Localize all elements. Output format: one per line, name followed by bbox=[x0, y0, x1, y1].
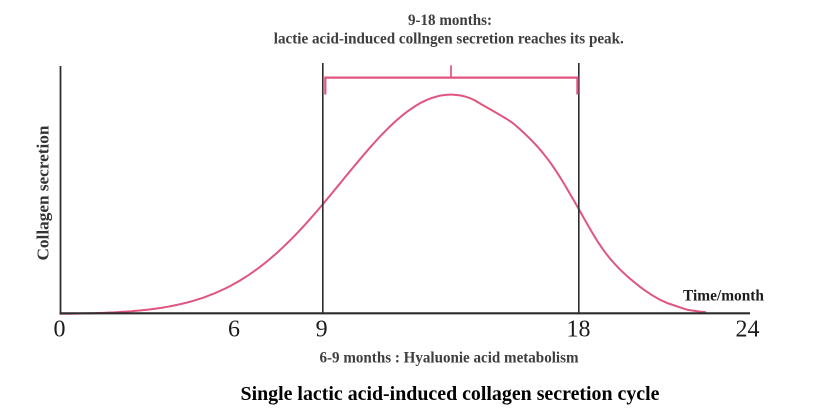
svg-text:9-18 months:: 9-18 months: bbox=[408, 12, 492, 29]
svg-text:lactie acid-induced collngen s: lactie acid-induced collngen secretion r… bbox=[274, 31, 624, 48]
svg-text:24: 24 bbox=[736, 316, 760, 342]
svg-text:Collagen secretion: Collagen secretion bbox=[34, 125, 53, 261]
svg-text:9: 9 bbox=[316, 316, 328, 342]
svg-text:6: 6 bbox=[228, 316, 240, 342]
svg-text:18: 18 bbox=[567, 316, 591, 342]
svg-text:Single lactic acid-induced col: Single lactic acid-induced collagen secr… bbox=[241, 383, 660, 405]
svg-text:6-9 months : Hyaluonie acid me: 6-9 months : Hyaluonie acid metabolism bbox=[320, 350, 579, 367]
svg-text:Time/month: Time/month bbox=[683, 288, 764, 305]
svg-text:0: 0 bbox=[54, 316, 66, 342]
